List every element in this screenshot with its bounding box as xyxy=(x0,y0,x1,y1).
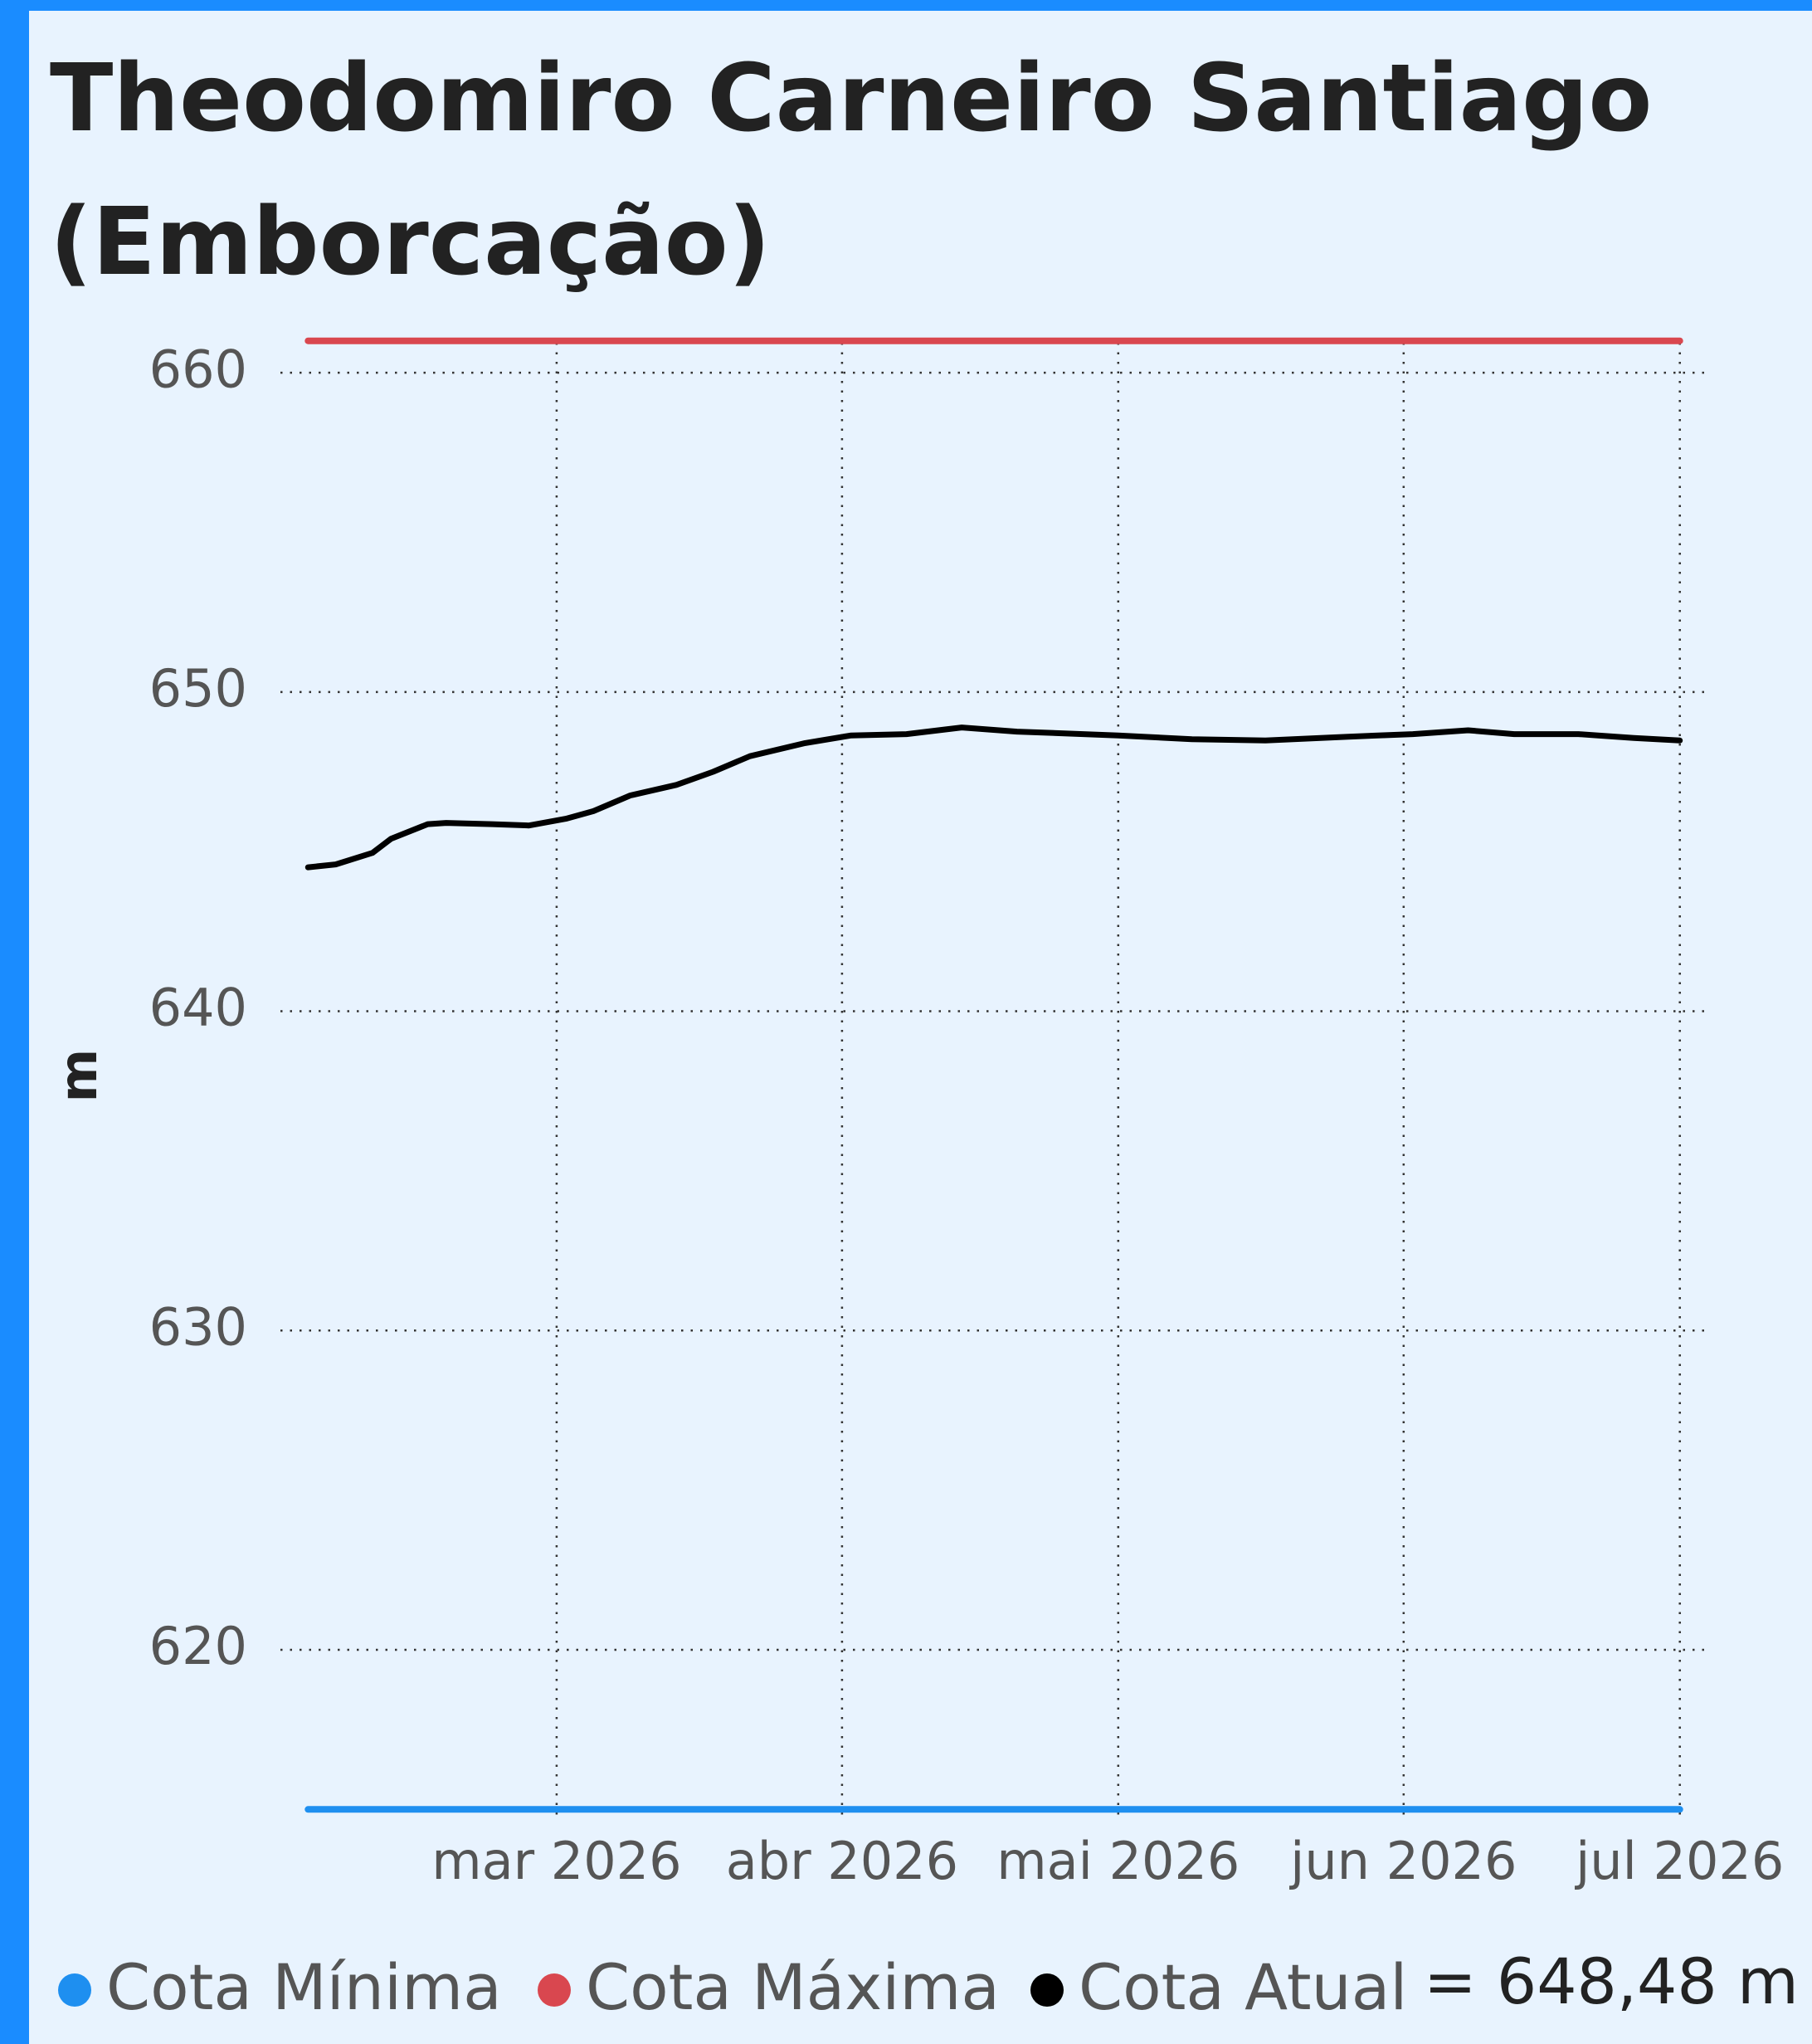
legend-marker xyxy=(1030,1973,1064,2007)
legend-marker xyxy=(58,1973,91,2007)
y-tick-label: 650 xyxy=(149,658,247,719)
y-tick-label: 620 xyxy=(149,1616,247,1676)
legend-label: Cota Máxima xyxy=(586,1950,1000,2024)
chart-title: Theodomiro Carneiro Santiago xyxy=(50,45,1652,153)
x-tick-label: mar 2026 xyxy=(431,1831,681,1891)
legend-marker xyxy=(538,1973,571,2007)
x-tick-label: mai 2026 xyxy=(996,1831,1240,1891)
x-tick-label: jul 2026 xyxy=(1574,1831,1784,1891)
y-tick-label: 660 xyxy=(149,339,247,399)
y-tick-label: 640 xyxy=(149,978,247,1038)
x-tick-label: abr 2026 xyxy=(726,1831,958,1891)
x-tick-label: jun 2026 xyxy=(1288,1831,1517,1891)
top-border xyxy=(0,0,1812,11)
left-border xyxy=(0,0,29,2044)
y-tick-label: 630 xyxy=(149,1296,247,1357)
legend-annotation: = 648,48 m xyxy=(1424,1944,1799,2018)
y-axis-label: m xyxy=(48,1049,109,1103)
chart-title: (Emborcação) xyxy=(50,188,771,296)
series-line xyxy=(304,724,1683,871)
legend-label: Cota Mínima xyxy=(106,1950,502,2024)
legend-label: Cota Atual xyxy=(1079,1950,1407,2024)
